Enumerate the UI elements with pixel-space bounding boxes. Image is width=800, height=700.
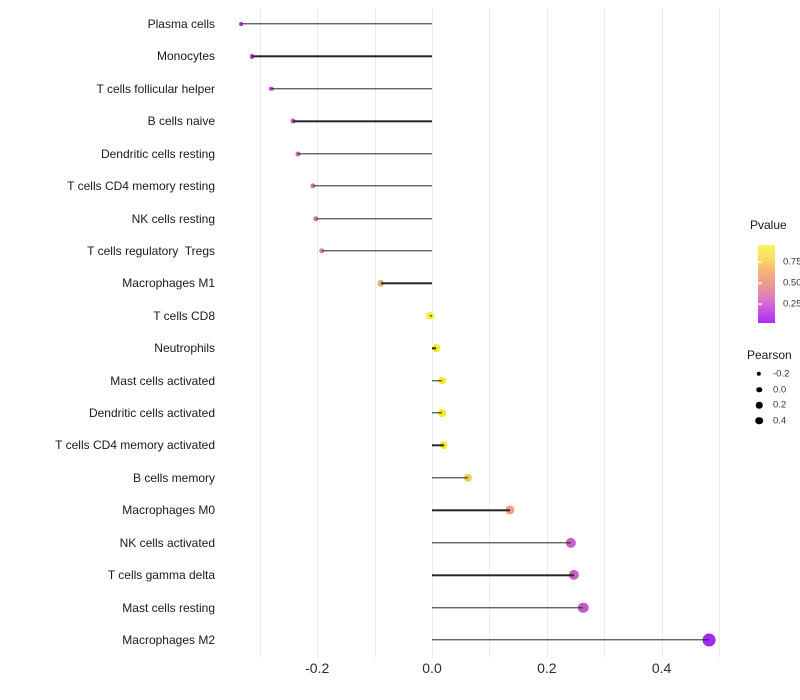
pearson-legend-label: 0.0 <box>773 384 787 395</box>
x-gridline <box>432 8 433 658</box>
lollipop-stem <box>271 88 432 90</box>
y-axis-labels: Plasma cells Monocytes T cells follicular … <box>0 8 215 658</box>
lollipop-stem <box>432 639 709 641</box>
x-gridline <box>259 8 261 658</box>
lollipop-stem <box>321 250 432 252</box>
lollipop-stem <box>315 217 432 220</box>
lollipop-dot <box>504 505 515 515</box>
lollipop-stem <box>313 185 432 187</box>
lollipop-dot <box>568 569 579 581</box>
x-gridline <box>317 8 319 658</box>
lollipop-dot <box>437 409 446 417</box>
lollipop-stem <box>432 574 574 576</box>
y-axis-label: Mast cells resting <box>122 600 215 615</box>
lollipop-stem <box>432 509 510 511</box>
pearson-legend-title: Pearson <box>747 348 792 362</box>
y-axis-label: Dendritic cells activated <box>88 406 215 421</box>
pvalue-legend-title: Pvalue <box>750 218 787 232</box>
pvalue-legend: Pvalue 0.75 0.50 0.25 <box>750 218 800 323</box>
y-axis-label: B cells naive <box>147 114 215 129</box>
y-axis-label: T cells CD8 <box>153 308 215 323</box>
pearson-legend-label: 0.4 <box>773 415 787 426</box>
y-axis-label: T cells follicular helper <box>96 81 216 96</box>
lollipop-stem <box>432 379 442 382</box>
pvalue-tick-label: 0.50 <box>783 277 800 289</box>
lollipop-stem <box>297 152 432 155</box>
y-axis-label: Mast cells activated <box>110 373 215 388</box>
lollipop-dot <box>439 441 448 450</box>
pvalue-tick-mark <box>758 303 762 306</box>
lollipop-dot <box>565 537 577 548</box>
y-axis-label: T cells gamma delta <box>107 568 215 583</box>
pvalue-tick-mark <box>758 261 762 263</box>
x-gridline <box>719 8 720 658</box>
x-gridline <box>604 8 606 658</box>
y-axis-label: Macrophages M0 <box>122 503 215 518</box>
x-gridline <box>374 8 376 658</box>
y-axis-label: Neutrophils <box>154 341 215 356</box>
pearson-legend-dot <box>756 371 762 377</box>
y-axis-label: Macrophages M2 <box>122 632 215 647</box>
lollipop-stem <box>293 120 432 122</box>
pvalue-tick-label: 0.75 <box>783 256 800 268</box>
x-gridline <box>489 8 491 658</box>
lollipop-stem <box>432 477 468 479</box>
y-axis-label: Monocytes <box>156 49 215 64</box>
x-axis-tick-label: -0.2 <box>305 660 330 676</box>
lollipop-stem <box>432 444 444 447</box>
lollipop-dot <box>432 344 440 353</box>
pvalue-tick-label: 0.25 <box>783 298 800 310</box>
y-axis-label: T cells CD4 memory activated <box>55 438 215 453</box>
y-axis-label: NK cells activated <box>119 535 215 550</box>
x-axis-tick-label: 0.4 <box>651 660 672 676</box>
y-axis-label: T cells CD4 memory resting <box>67 179 215 194</box>
y-axis-label: Plasma cells <box>147 17 215 31</box>
pearson-legend-dot <box>756 386 762 393</box>
pearson-legend-dot <box>755 401 763 409</box>
lollipop-stem <box>432 347 436 349</box>
x-axis-tick-label: 0.2 <box>537 660 557 676</box>
y-axis-label: B cells memory <box>132 470 215 485</box>
lollipop-stem <box>380 282 432 285</box>
y-axis-label: NK cells resting <box>131 211 215 226</box>
pearson-legend-dot <box>755 416 763 425</box>
lollipop-dot <box>463 473 472 483</box>
x-axis-labels: -0.2 0.0 0.2 0.4 <box>219 660 731 680</box>
x-gridline <box>546 8 548 658</box>
legend: Pvalue 0.75 0.50 0.25 Pearson -0.2 0.0 0.2 0.… <box>743 218 800 448</box>
lollipop-stem <box>251 55 432 58</box>
pearson-legend: Pearson -0.2 0.0 0.2 0.4 <box>747 348 792 426</box>
lollipop-stem <box>432 542 571 544</box>
lollipop-dot <box>702 633 716 647</box>
lollipop-stem <box>432 412 442 414</box>
y-axis-label: Macrophages M1 <box>122 276 215 291</box>
pearson-legend-label: 0.2 <box>773 399 787 411</box>
pearson-legend-label: -0.2 <box>773 368 790 380</box>
x-axis-tick-label: 0.0 <box>422 660 442 676</box>
lollipop-stem <box>432 606 583 609</box>
plot-panel <box>219 8 731 658</box>
pvalue-tick-mark <box>758 282 762 284</box>
pvalue-gradient-bar <box>758 245 775 323</box>
lollipop-stem <box>430 315 432 317</box>
lollipop-dot <box>437 376 446 385</box>
lollipop-dot <box>577 602 589 613</box>
lollipop-stem <box>240 23 432 25</box>
x-gridline <box>661 8 663 658</box>
y-axis-label: T cells regulatory Tregs <box>87 243 215 258</box>
y-axis-label: Dendritic cells resting <box>100 146 215 161</box>
